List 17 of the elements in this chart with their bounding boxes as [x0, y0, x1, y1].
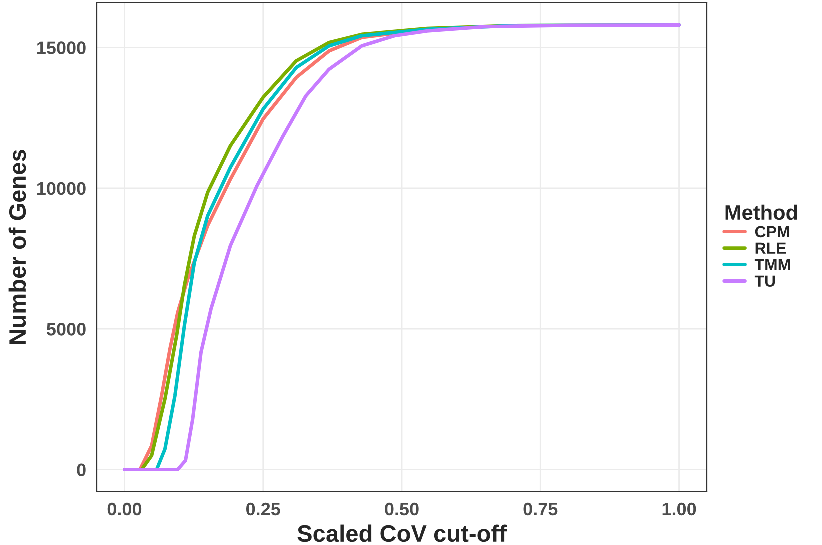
line-series [122, 23, 682, 472]
y-tick-label: 10000 [38, 182, 86, 196]
legend-label: CPM [755, 226, 790, 238]
y-tick-label: 5000 [46, 323, 86, 336]
x-tick-label: 0.25 [246, 502, 280, 516]
x-tick-label: 0.50 [385, 502, 419, 516]
x-tick-label: 0.00 [108, 502, 142, 516]
x-tick-label: 0.75 [524, 502, 558, 516]
legend-label: TMM [754, 259, 790, 270]
x-tick-label: 1.00 [662, 502, 696, 516]
legend-title: Method [726, 204, 798, 220]
y-tick-label: 0 [77, 464, 86, 476]
x-axis-title: Scaled CoV cut-off [298, 524, 507, 542]
legend-label: RLE [756, 242, 786, 254]
y-tick-label: 15000 [38, 42, 86, 54]
y-axis-title: Number of Genes [8, 150, 26, 344]
legend-label: TU [754, 276, 776, 288]
